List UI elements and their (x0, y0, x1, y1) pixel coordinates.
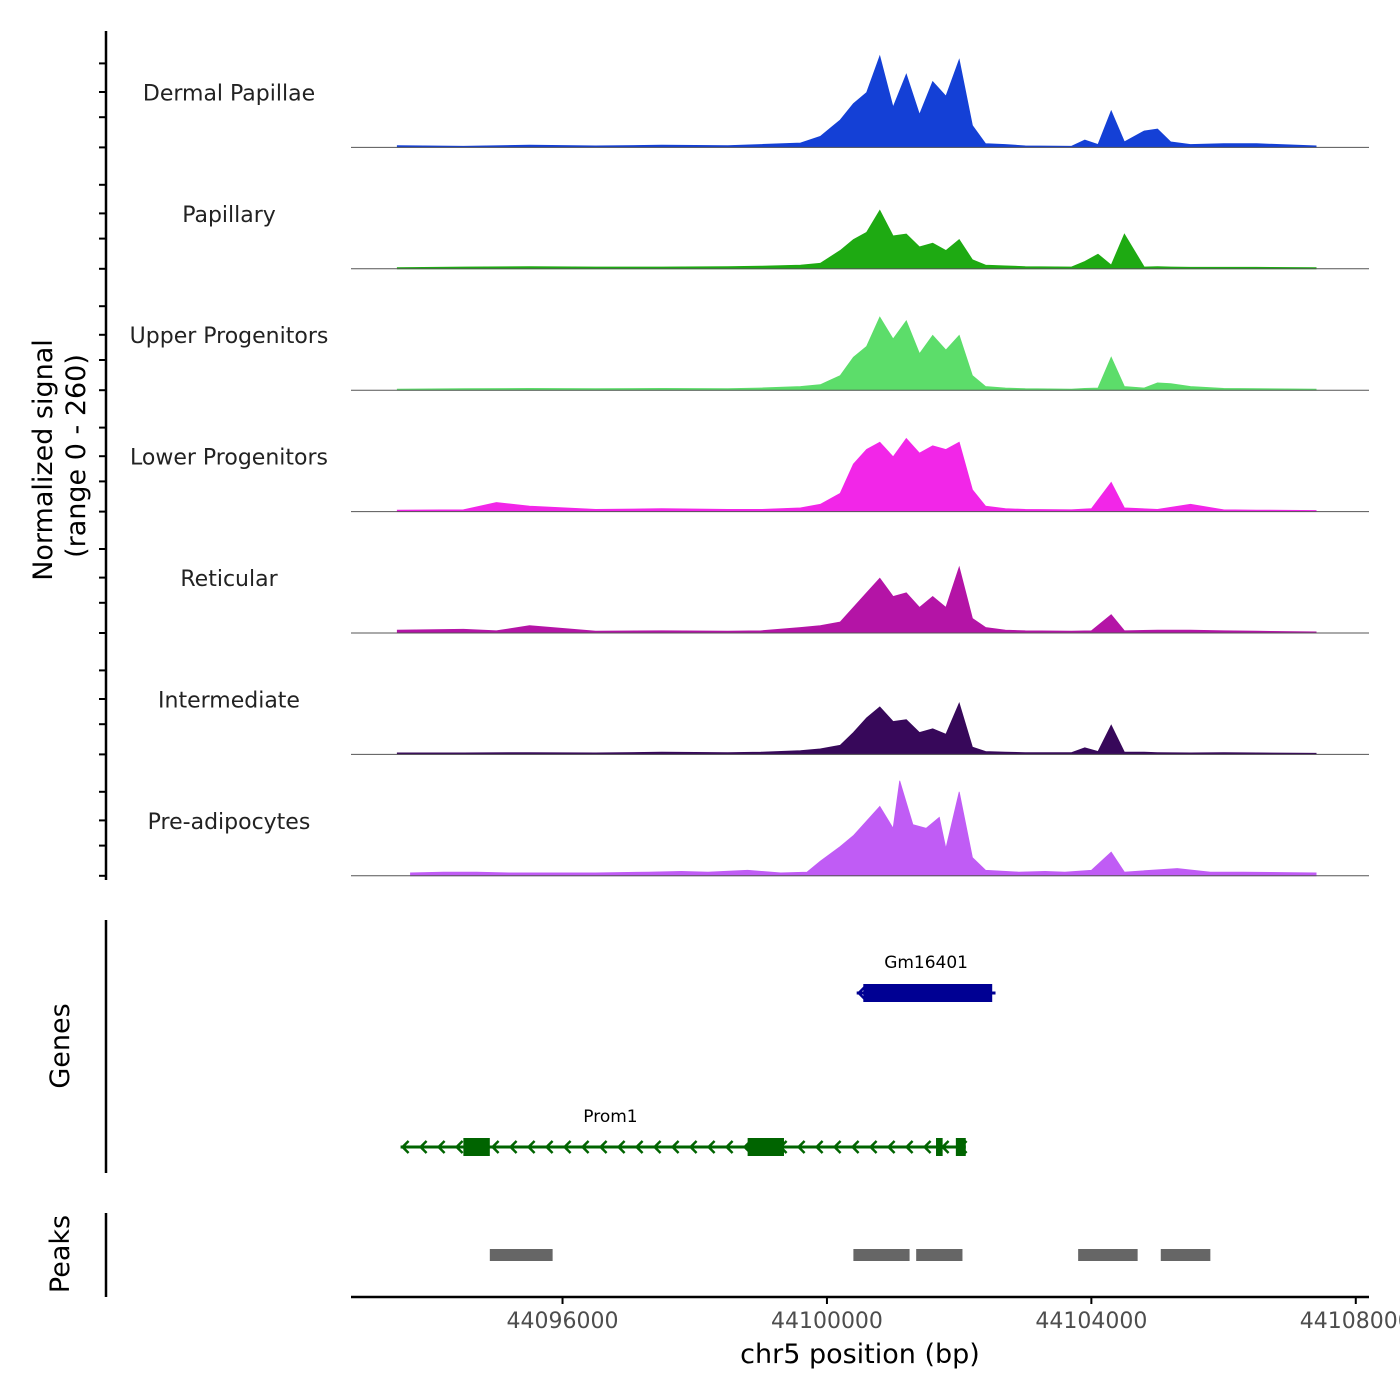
track-label-intermediate: Intermediate (158, 688, 300, 713)
x-tick-label: 44108000 (1300, 1309, 1400, 1334)
signal-tracks: Dermal Papillae Papillary Upper Progenitor… (130, 54, 1369, 877)
peak-region (489, 1249, 553, 1261)
strand-arrow (814, 1140, 824, 1154)
strand-arrow (670, 1140, 680, 1154)
gene-label-prom1: Prom1 (583, 1107, 637, 1127)
genes-panel-label: Genes (45, 1003, 76, 1088)
signal-area-upper-progenitors (396, 316, 1317, 391)
strand-arrow (724, 1140, 734, 1154)
peak-region (916, 1249, 963, 1261)
strand-arrow (490, 1140, 500, 1154)
strand-arrow (652, 1140, 662, 1154)
y-axis-title: Normalized signal (28, 339, 59, 581)
peak-region (1078, 1249, 1138, 1261)
exon-prom1 (955, 1138, 966, 1156)
strand-arrow (526, 1140, 536, 1154)
signal-area-pre-adipocytes (410, 780, 1317, 877)
gene-prom1: Prom1 (400, 1107, 968, 1156)
strand-arrow (454, 1140, 464, 1154)
signal-area-papillary (396, 209, 1317, 270)
strand-arrow (868, 1140, 878, 1154)
track-upper-progenitors: Upper Progenitors (130, 316, 1369, 391)
strand-arrow (856, 986, 866, 1000)
strand-arrow (544, 1140, 554, 1154)
strand-arrow (418, 1140, 428, 1154)
track-dermal-papillae: Dermal Papillae (143, 54, 1369, 148)
strand-arrow (562, 1140, 572, 1154)
strand-arrow (796, 1140, 806, 1154)
exon-prom1 (747, 1138, 784, 1156)
track-label-reticular: Reticular (180, 567, 278, 592)
gene-annotations: Gm16401 Prom1 (400, 953, 996, 1156)
strand-arrow (580, 1140, 590, 1154)
peak-regions (489, 1249, 1211, 1261)
strand-arrow (886, 1140, 896, 1154)
x-tick-label: 44104000 (1035, 1309, 1147, 1334)
strand-arrow (436, 1140, 446, 1154)
track-label-upper-progenitors: Upper Progenitors (130, 324, 329, 349)
track-papillary: Papillary (182, 203, 1369, 270)
gene-label-gm16401: Gm16401 (884, 953, 968, 973)
strand-arrow (850, 1140, 860, 1154)
strand-arrow (400, 1140, 410, 1154)
track-label-dermal-papillae: Dermal Papillae (143, 81, 315, 106)
track-pre-adipocytes: Pre-adipocytes (148, 780, 1369, 877)
exon-prom1 (936, 1138, 943, 1156)
exon-prom1 (463, 1138, 490, 1156)
signal-area-intermediate (396, 702, 1317, 755)
gene-gm16401: Gm16401 (856, 953, 996, 1002)
track-label-pre-adipocytes: Pre-adipocytes (148, 810, 311, 835)
signal-area-lower-progenitors (396, 437, 1317, 512)
track-label-lower-progenitors: Lower Progenitors (130, 446, 328, 471)
x-axis-title: chr5 position (bp) (740, 1339, 980, 1370)
x-axis-ticks: 44096000 44100000 44104000 44108000 (507, 1297, 1400, 1334)
track-intermediate: Intermediate (158, 688, 1369, 755)
exon-gm16401 (863, 984, 993, 1002)
strand-arrow (706, 1140, 716, 1154)
peak-region (1160, 1249, 1211, 1261)
strand-arrow (832, 1140, 842, 1154)
x-tick-label: 44096000 (507, 1309, 619, 1334)
strand-arrow (688, 1140, 698, 1154)
strand-arrow (904, 1140, 914, 1154)
strand-arrow (922, 1140, 932, 1154)
strand-arrow (508, 1140, 518, 1154)
signal-area-reticular (396, 565, 1317, 634)
signal-area-dermal-papillae (396, 54, 1317, 148)
x-tick-label: 44100000 (771, 1309, 883, 1334)
peaks-panel-label: Peaks (45, 1215, 76, 1293)
y-axis-range: (range 0 - 260) (61, 354, 92, 558)
strand-arrow (598, 1140, 608, 1154)
peak-region (853, 1249, 910, 1261)
strand-arrow (634, 1140, 644, 1154)
track-reticular: Reticular (180, 565, 1369, 634)
track-label-papillary: Papillary (182, 203, 276, 228)
track-lower-progenitors: Lower Progenitors (130, 437, 1369, 513)
signal-axis-ticks (99, 62, 106, 877)
strand-arrow (616, 1140, 626, 1154)
